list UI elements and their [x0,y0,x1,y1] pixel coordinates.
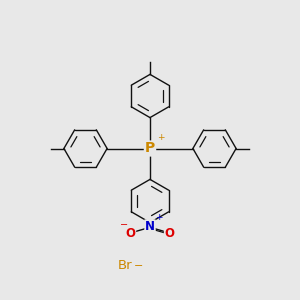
Text: O: O [164,227,175,240]
Text: −: − [134,260,143,271]
Text: +: + [155,213,163,222]
Text: O: O [125,227,136,240]
Text: −: − [120,220,128,230]
Text: +: + [157,133,164,142]
Text: N: N [145,220,155,233]
Text: P: P [145,142,155,155]
Text: Br: Br [117,259,132,272]
